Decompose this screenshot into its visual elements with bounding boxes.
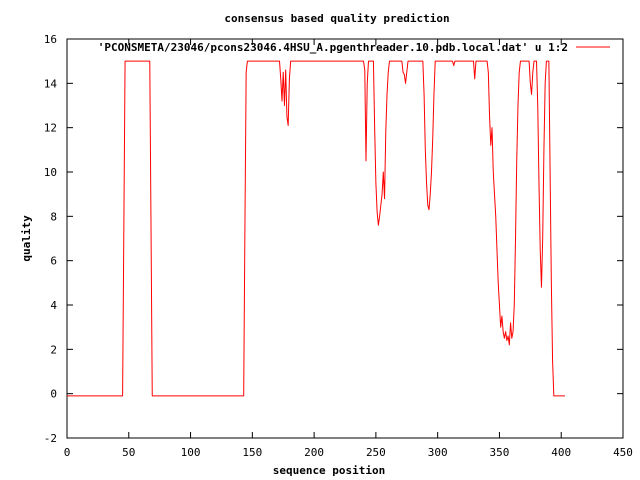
y-tick-label: 10 [44, 166, 57, 179]
x-tick-label: 0 [64, 446, 71, 459]
x-tick-label: 400 [551, 446, 571, 459]
legend: 'PCONSMETA/23046/pcons23046.4HSU_A.pgent… [98, 41, 610, 54]
series-group [67, 60, 565, 397]
x-tick-label: 200 [304, 446, 324, 459]
x-tick-label: 300 [428, 446, 448, 459]
x-tick-label: 150 [242, 446, 262, 459]
y-axis: -2 0 2 4 6 8 10 12 14 16 [44, 33, 623, 445]
chart-title: consensus based quality prediction [224, 12, 449, 25]
x-tick-label: 100 [181, 446, 201, 459]
y-axis-label: quality [20, 215, 33, 262]
x-tick-label: 450 [613, 446, 633, 459]
x-tick-label: 250 [366, 446, 386, 459]
x-axis: 0 50 100 150 200 250 300 350 400 450 [64, 39, 633, 459]
y-tick-label: 8 [50, 210, 57, 223]
y-tick-label: -2 [44, 432, 57, 445]
x-tick-label: 50 [122, 446, 135, 459]
y-tick-label: 6 [50, 255, 57, 268]
y-tick-label: 16 [44, 33, 57, 46]
y-tick-label: 0 [50, 388, 57, 401]
y-tick-label: 4 [50, 299, 57, 312]
x-axis-label: sequence position [273, 464, 386, 477]
y-tick-label: 12 [44, 122, 57, 135]
legend-entry-label: 'PCONSMETA/23046/pcons23046.4HSU_A.pgent… [98, 41, 568, 54]
plot-frame [66, 38, 624, 439]
series-line-0 [67, 60, 565, 397]
y-tick-label: 14 [44, 77, 58, 90]
x-tick-label: 350 [490, 446, 510, 459]
y-tick-label: 2 [50, 343, 57, 356]
